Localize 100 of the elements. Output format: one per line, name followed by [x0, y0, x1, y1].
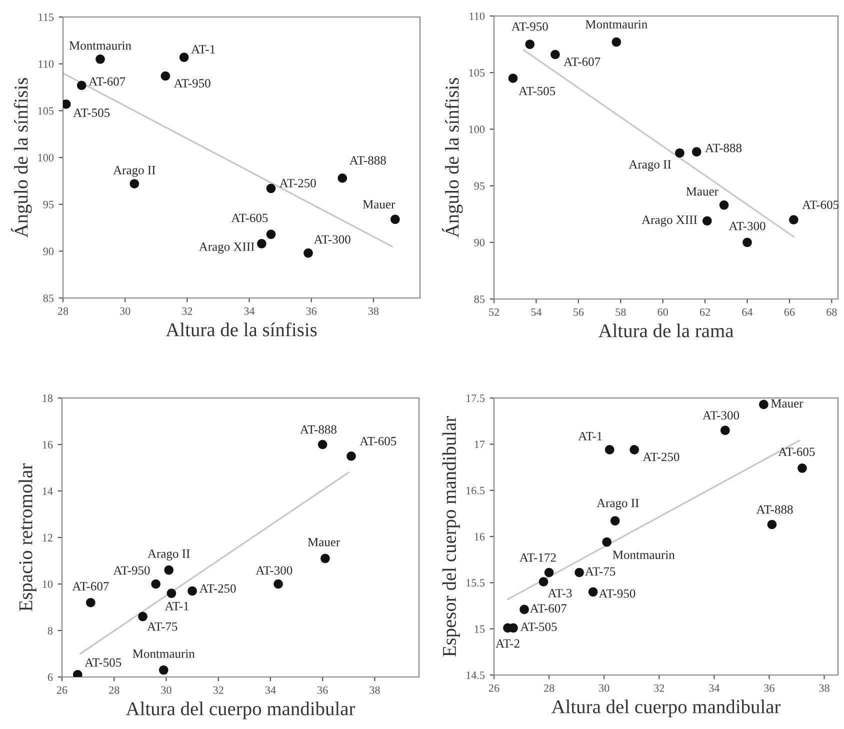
y-tick-label: 90	[43, 248, 54, 256]
x-tick-label: 30	[120, 307, 130, 315]
annotation: AT-300	[728, 222, 766, 230]
point	[338, 173, 348, 183]
point	[544, 568, 554, 578]
y-axis-title: Ángulo de la sínfisis	[10, 78, 32, 238]
annotation: Arago XIII	[198, 242, 254, 254]
annotation: AT-300	[256, 566, 292, 575]
point	[318, 440, 328, 450]
point	[719, 200, 729, 210]
y-tick-label: 10	[42, 580, 53, 588]
y-tick-label: 17.5	[466, 394, 485, 402]
y-tick-label: 14.5	[466, 672, 485, 680]
x-tick-label: 30	[161, 686, 172, 694]
point	[612, 37, 622, 47]
annotation: AT-607	[530, 604, 567, 613]
annotation: AT-2	[496, 639, 520, 648]
annotation: AT-1	[191, 45, 215, 54]
point	[742, 238, 752, 248]
y-tick-label: 15	[474, 625, 485, 633]
x-axis-title: Altura de la rama	[598, 324, 734, 338]
x-tick-label: 34	[709, 684, 720, 692]
annotation: AT-250	[279, 178, 316, 188]
x-tick-label: 34	[244, 307, 255, 315]
x-tick-label: 38	[819, 684, 830, 692]
annotation: AT-505	[84, 658, 122, 667]
x-axis-title: Altura de la sínfisis	[166, 322, 317, 336]
annotation: AT-250	[642, 452, 680, 462]
point	[158, 665, 168, 675]
point	[538, 577, 548, 586]
point	[320, 554, 330, 564]
y-tick-label: 85	[474, 295, 485, 303]
point	[720, 426, 730, 435]
x-tick-label: 38	[368, 307, 379, 315]
x-tick-label: 36	[306, 307, 317, 315]
y-tick-label: 6	[48, 673, 53, 681]
annotation: Mauer	[362, 200, 396, 209]
point	[266, 230, 276, 239]
x-tick-label: 58	[616, 308, 626, 316]
x-tick-label: 52	[489, 308, 499, 316]
point	[151, 579, 160, 589]
annotation: AT-605	[778, 448, 815, 456]
x-tick-label: 26	[56, 686, 68, 694]
y-tick-label: 95	[474, 182, 485, 190]
y-tick-label: 17	[474, 440, 485, 448]
point	[390, 214, 400, 224]
y-tick-label: 100	[469, 126, 485, 134]
y-tick-label: 90	[474, 238, 485, 246]
y-tick-label: 12	[42, 534, 52, 542]
y-tick-label: 15.5	[466, 579, 485, 587]
y-tick-label: 18	[42, 394, 53, 402]
point	[304, 248, 313, 258]
x-axis-title: Altura del cuerpo mandibular	[551, 700, 781, 718]
annotation: AT-1	[164, 602, 189, 610]
x-tick-label: 68	[826, 308, 837, 316]
y-tick-label: 110	[38, 60, 54, 68]
annotation: Mauer	[686, 187, 718, 196]
point	[610, 516, 620, 526]
x-tick-label: 38	[370, 686, 380, 694]
y-axis-title: Espacio retromolar	[18, 463, 36, 612]
x-tick-label: 32	[182, 307, 192, 315]
point	[759, 400, 768, 410]
annotation: AT-607	[72, 582, 109, 590]
x-tick-label: 64	[742, 308, 753, 316]
point	[630, 445, 640, 454]
annotation: AT-607	[88, 77, 126, 86]
point	[166, 588, 176, 598]
annotation: Mauer	[771, 399, 804, 408]
x-tick-label: 28	[544, 684, 554, 692]
point	[550, 50, 560, 60]
annotation: AT-888	[705, 144, 742, 152]
annotation: Arago II	[596, 498, 639, 510]
point	[602, 537, 612, 547]
y-tick-label: 85	[43, 294, 54, 302]
annotation: AT-3	[548, 588, 572, 598]
annotation: AT-888	[349, 156, 386, 165]
x-tick-label: 62	[700, 308, 710, 316]
annotation: AT-888	[756, 505, 793, 514]
y-tick-label: 16	[42, 440, 53, 448]
annotation: AT-605	[802, 200, 839, 209]
y-tick-label: 8	[48, 626, 53, 634]
annotation: AT-172	[520, 553, 556, 562]
point	[257, 239, 266, 248]
point	[798, 464, 807, 473]
annotation: Mauer	[308, 538, 340, 546]
x-tick-label: 30	[599, 684, 610, 692]
annotation: Montmaurin	[132, 649, 195, 658]
annotation: AT-1	[578, 432, 602, 440]
y-tick-label: 16.5	[466, 486, 485, 494]
x-tick-label: 32	[213, 686, 224, 694]
annotation: Montmaurin	[612, 550, 675, 560]
annotation: Montmaurin	[69, 41, 132, 50]
annotation: AT-75	[147, 622, 178, 631]
point	[588, 587, 598, 597]
x-tick-label: 56	[574, 308, 584, 316]
x-tick-label: 34	[265, 686, 276, 694]
annotation: AT-75	[584, 567, 616, 576]
y-tick-label: 95	[43, 200, 54, 208]
annotation: AT-505	[520, 622, 557, 632]
x-tick-label: 32	[654, 684, 664, 692]
